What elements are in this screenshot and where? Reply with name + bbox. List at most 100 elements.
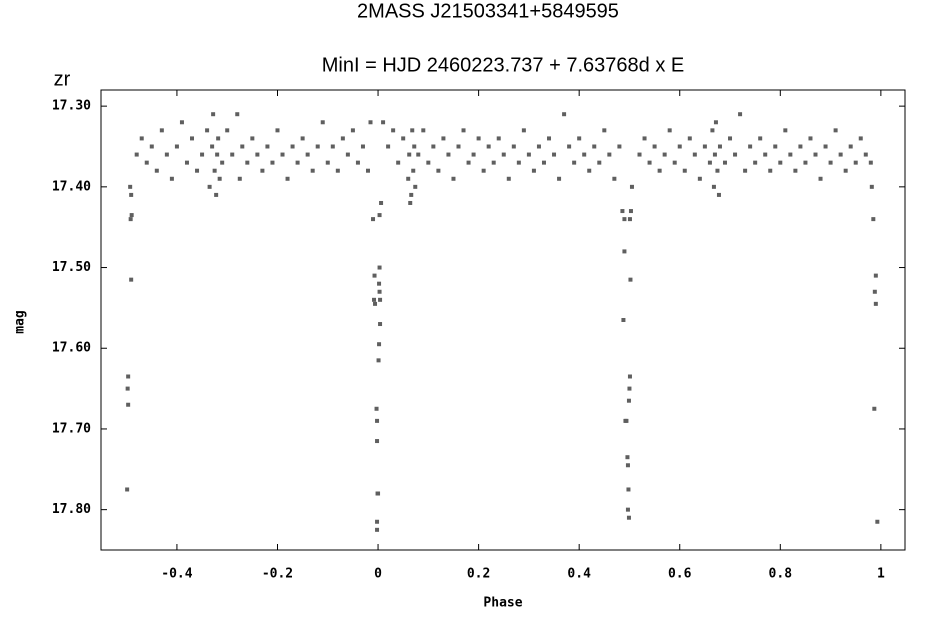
data-point: [200, 152, 205, 157]
data-point: [379, 200, 384, 205]
data-point: [139, 136, 144, 141]
data-point: [728, 136, 733, 141]
data-point: [607, 152, 612, 157]
data-point: [466, 160, 471, 165]
data-point: [858, 136, 863, 141]
data-point: [803, 160, 808, 165]
x-tick-label: 0.8: [769, 567, 793, 582]
data-point: [205, 128, 210, 133]
data-point: [125, 487, 130, 492]
x-tick-label: 1: [877, 567, 885, 582]
data-point: [743, 168, 748, 173]
data-point: [365, 168, 370, 173]
data-point: [129, 192, 134, 197]
data-point: [378, 322, 383, 327]
data-point: [582, 152, 587, 157]
data-point: [340, 136, 345, 141]
data-point: [552, 152, 557, 157]
data-point: [128, 217, 133, 222]
data-point: [410, 128, 415, 133]
data-point: [793, 168, 798, 173]
data-point: [211, 112, 216, 117]
data-point: [217, 176, 222, 181]
data-point: [368, 120, 373, 125]
data-point: [270, 160, 275, 165]
data-point: [872, 406, 877, 411]
data-point: [377, 342, 382, 347]
data-point: [391, 128, 396, 133]
data-point: [652, 144, 657, 149]
data-point: [190, 136, 195, 141]
data-point: [602, 128, 607, 133]
data-point: [377, 281, 382, 286]
data-point: [125, 386, 130, 391]
y-tick-label: 17.50: [52, 260, 91, 275]
x-tick-label: 0.2: [467, 567, 490, 582]
data-point: [406, 176, 411, 181]
data-point: [838, 152, 843, 157]
data-point: [225, 128, 230, 133]
data-point: [587, 168, 592, 173]
data-point: [280, 152, 285, 157]
data-point: [195, 168, 200, 173]
data-point: [712, 152, 717, 157]
y-tick-label: 17.30: [52, 99, 91, 114]
data-point: [715, 168, 720, 173]
annotation: zr: [54, 68, 71, 90]
data-point: [360, 144, 365, 149]
data-point: [371, 217, 376, 222]
data-point: [330, 144, 335, 149]
data-point: [788, 152, 793, 157]
data-point: [164, 152, 169, 157]
data-point: [873, 273, 878, 278]
data-point: [159, 128, 164, 133]
data-point: [255, 152, 260, 157]
data-point: [260, 168, 265, 173]
data-point: [345, 152, 350, 157]
data-point: [612, 176, 617, 181]
data-point: [627, 217, 632, 222]
data-point: [628, 209, 633, 214]
data-point: [372, 273, 377, 278]
data-point: [179, 120, 184, 125]
data-point: [126, 374, 131, 379]
data-point: [557, 176, 562, 181]
data-point: [562, 112, 567, 117]
data-point: [620, 209, 625, 214]
data-point: [154, 168, 159, 173]
data-point: [526, 152, 531, 157]
data-point: [375, 418, 380, 423]
data-point: [501, 152, 506, 157]
data-point: [377, 289, 382, 294]
data-point: [407, 152, 412, 157]
data-point: [672, 160, 677, 165]
data-point: [567, 144, 572, 149]
data-point: [240, 144, 245, 149]
data-point: [401, 136, 406, 141]
data-point: [411, 168, 416, 173]
data-point: [126, 402, 131, 407]
data-point: [396, 160, 401, 165]
data-point: [372, 297, 377, 302]
data-point: [169, 176, 174, 181]
data-point: [377, 265, 382, 270]
data-point: [461, 128, 466, 133]
y-tick-label: 17.40: [52, 179, 91, 194]
data-point: [625, 463, 630, 468]
data-point: [763, 152, 768, 157]
data-point: [692, 152, 697, 157]
data-point: [773, 144, 778, 149]
data-point: [536, 144, 541, 149]
data-point: [491, 160, 496, 165]
data-point: [702, 144, 707, 149]
data-point: [128, 184, 133, 189]
data-point: [350, 128, 355, 133]
data-point: [426, 160, 431, 165]
data-point: [386, 144, 391, 149]
data-point: [626, 487, 631, 492]
data-point: [868, 160, 873, 165]
data-point: [637, 152, 642, 157]
data-point: [245, 160, 250, 165]
data-point: [778, 160, 783, 165]
